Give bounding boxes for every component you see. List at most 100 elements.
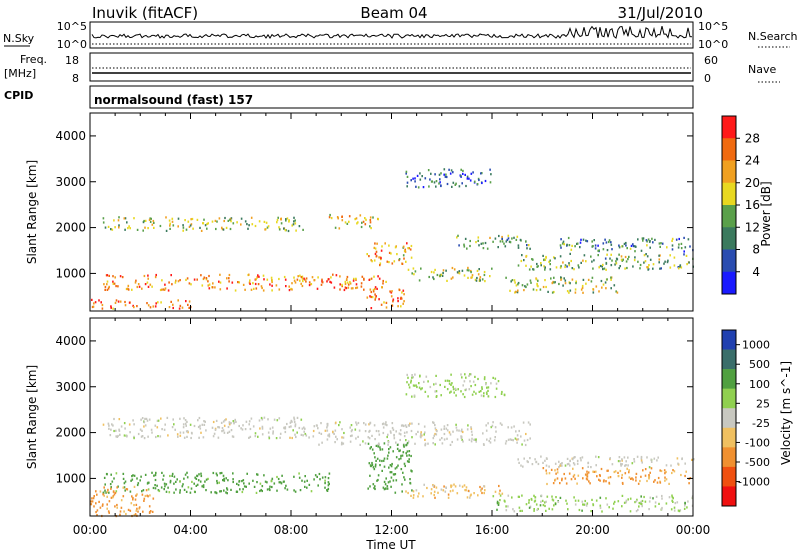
data-cell (425, 375, 428, 378)
data-cell (517, 458, 519, 461)
data-cell (590, 255, 592, 258)
data-cell (643, 261, 645, 264)
data-cell (350, 424, 353, 427)
data-cell (374, 456, 376, 459)
data-cell (433, 277, 435, 281)
data-cell (193, 482, 195, 485)
data-cell (123, 482, 126, 485)
data-cell (217, 426, 219, 429)
data-cell (238, 281, 240, 284)
data-cell (421, 387, 423, 390)
data-cell (387, 441, 390, 444)
data-cell (631, 477, 633, 480)
data-cell (136, 493, 138, 496)
data-cell (136, 477, 138, 480)
data-cell (599, 264, 602, 268)
data-cell (446, 424, 449, 427)
data-cell (664, 472, 666, 475)
data-cell (384, 242, 386, 245)
data-cell (474, 278, 477, 281)
data-cell (108, 491, 110, 494)
data-cell (258, 275, 260, 278)
data-cell (420, 388, 422, 391)
data-cell (600, 279, 603, 283)
power-colorbar-tick-label: 12 (745, 220, 760, 234)
data-cell (242, 479, 245, 482)
data-cell (625, 501, 627, 504)
data-cell (291, 288, 293, 291)
data-cell (469, 179, 472, 182)
data-cell (371, 463, 374, 466)
data-cell (606, 253, 608, 256)
data-cell (478, 390, 481, 393)
data-cell (528, 506, 531, 509)
data-cell (582, 278, 585, 281)
data-cell (428, 275, 430, 279)
data-cell (462, 393, 464, 396)
data-cell (348, 215, 351, 218)
data-cell (660, 267, 662, 270)
data-cell (568, 264, 571, 267)
data-cell (563, 277, 565, 280)
data-cell (269, 283, 271, 286)
data-cell (141, 493, 144, 496)
data-cell (293, 489, 295, 492)
data-cell (441, 437, 443, 440)
data-cell (129, 509, 132, 512)
data-cell (230, 429, 233, 432)
data-cell (266, 481, 268, 484)
data-cell (373, 275, 375, 278)
data-cell (370, 295, 372, 299)
data-cell (169, 222, 171, 225)
data-cell (232, 480, 234, 484)
data-cell (513, 279, 516, 282)
data-cell (389, 471, 392, 474)
data-cell (119, 510, 122, 513)
data-cell (565, 482, 568, 485)
noise-left-tick-bottom: 10^0 (57, 38, 87, 51)
data-cell (482, 247, 485, 250)
data-cell (512, 439, 514, 442)
data-cell (553, 290, 555, 294)
data-cell (438, 182, 440, 185)
data-cell (103, 283, 105, 286)
data-cell (177, 280, 180, 283)
data-cell (526, 244, 528, 247)
data-cell (276, 475, 278, 479)
data-cell (157, 435, 159, 438)
data-cell (408, 460, 410, 463)
x-tick-label: 08:00 (274, 523, 309, 537)
data-cell (629, 497, 632, 500)
data-cell (346, 278, 348, 281)
data-cell (433, 421, 435, 424)
data-cell (388, 261, 390, 264)
data-cell (264, 228, 266, 231)
data-cell (598, 290, 600, 293)
data-cell (435, 395, 438, 398)
data-cell (610, 264, 613, 267)
data-cell (374, 247, 377, 250)
data-cell (676, 501, 679, 504)
data-cell (195, 484, 198, 487)
data-cell (572, 475, 575, 478)
data-cell (167, 486, 169, 489)
data-cell (449, 391, 451, 394)
data-cell (470, 426, 472, 429)
data-cell (580, 261, 582, 264)
data-cell (223, 489, 225, 492)
data-cell (600, 467, 603, 471)
data-cell (114, 505, 116, 508)
data-cell (124, 304, 127, 307)
data-cell (244, 288, 246, 291)
data-cell (535, 503, 538, 506)
data-cell (621, 476, 623, 479)
data-cell (318, 472, 321, 476)
data-cell (401, 490, 403, 493)
data-cell (102, 493, 104, 496)
data-cell (159, 224, 162, 228)
data-cell (413, 384, 416, 387)
data-cell (218, 217, 221, 220)
data-cell (568, 262, 570, 265)
data-cell (475, 241, 477, 244)
